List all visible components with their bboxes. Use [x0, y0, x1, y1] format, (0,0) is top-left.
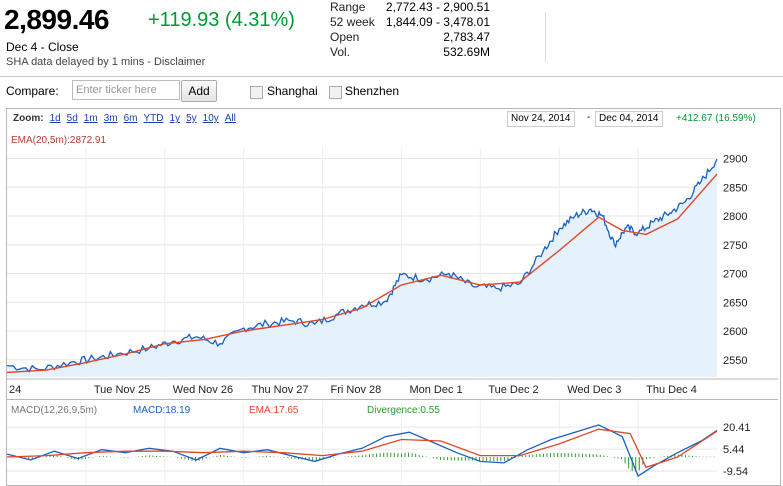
price-y-tick: 2850: [723, 182, 747, 194]
zoom-1m[interactable]: 1m: [83, 113, 98, 124]
header-divider: [545, 12, 546, 62]
price-y-tick: 2650: [723, 297, 747, 309]
price-y-axis: 2550 2600 2650 2700 2750 2800 2850 2900: [723, 154, 747, 367]
zoom-1d[interactable]: 1d: [49, 113, 61, 124]
zoom-bar: Zoom: 1d 5d 1m 3m 6m YTD 1y 5y 10y All: [13, 113, 236, 124]
macd-ema-line: [7, 428, 718, 469]
range-separator: -: [587, 112, 591, 123]
ticker-input[interactable]: [72, 80, 180, 100]
macd-value-label: MACD:18.19: [133, 405, 191, 416]
price-x-tick: 24: [9, 384, 21, 396]
shenzhen-label: Shenzhen: [345, 84, 400, 98]
price-x-tick: Tue Dec 2: [488, 384, 538, 396]
price-y-tick: 2600: [723, 326, 747, 338]
price-y-tick: 2700: [723, 269, 747, 281]
macd-chart[interactable]: 20.41 5.44 -9.54 MACD(12,26,9,5m) MACD:18.…: [7, 399, 778, 483]
macd-line: [7, 424, 718, 478]
macd-y-tick: -9.54: [723, 466, 748, 478]
range-change: +412.67 (16.59%): [676, 113, 756, 124]
macd-y-axis: 20.41 5.44 -9.54: [723, 422, 751, 478]
shenzhen-checkbox[interactable]: [329, 86, 342, 99]
price-x-tick: Tue Nov 25: [94, 384, 150, 396]
add-ticker-button[interactable]: Add: [181, 80, 217, 102]
price-x-tick: Mon Dec 1: [409, 384, 462, 396]
compare-divider: [0, 76, 783, 77]
stat-range: Range 2,772.43 - 2,900.51: [330, 0, 490, 14]
zoom-6m[interactable]: 6m: [123, 113, 138, 124]
macd-grid: [7, 401, 717, 483]
zoom-5d[interactable]: 5d: [66, 113, 78, 124]
macd-params-label: MACD(12,26,9,5m): [11, 405, 97, 416]
macd-y-tick: 20.41: [723, 422, 751, 434]
ema-label: EMA(20,5m):2872.91: [11, 135, 106, 146]
delay-disclaimer[interactable]: SHA data delayed by 1 mins - Disclaimer: [6, 56, 206, 68]
price-x-tick: Thu Dec 4: [646, 384, 697, 396]
range-end-input[interactable]: Dec 04, 2014: [595, 111, 663, 127]
price-x-tick: Wed Nov 26: [173, 384, 233, 396]
stat-volume: Vol. 532.69M: [330, 45, 490, 59]
price-change: +119.93 (4.31%): [148, 9, 295, 31]
price-area-fill: [7, 159, 717, 377]
price-x-tick: Wed Dec 3: [567, 384, 621, 396]
zoom-label: Zoom:: [13, 113, 44, 124]
price-y-tick: 2900: [723, 154, 747, 166]
range-start-input[interactable]: Nov 24, 2014: [507, 111, 575, 127]
price-x-tick: Fri Nov 28: [331, 384, 382, 396]
close-date: Dec 4 - Close: [6, 40, 79, 54]
stat-open: Open 2,783.47: [330, 30, 490, 44]
last-price: 2,899.46: [4, 4, 110, 35]
zoom-10y[interactable]: 10y: [202, 113, 219, 124]
ema-line: [7, 173, 718, 374]
shanghai-label: Shanghai: [267, 84, 318, 98]
quote-stats: Range 2,772.43 - 2,900.51 52 week 1,844.09…: [330, 0, 490, 60]
price-x-axis: 24 Tue Nov 25 Wed Nov 26 Thu Nov 27 Fri Nov …: [9, 384, 697, 396]
price-y-tick: 2750: [723, 240, 747, 252]
zoom-1y[interactable]: 1y: [169, 113, 181, 124]
macd-y-tick: 5.44: [723, 444, 744, 456]
shanghai-checkbox[interactable]: [250, 86, 263, 99]
price-chart[interactable]: 2550 2600 2650 2700 2750 2800 2850 2900 24 Tue N…: [7, 129, 778, 399]
price-y-tick: 2550: [723, 355, 747, 367]
zoom-5y[interactable]: 5y: [186, 113, 197, 124]
price-x-tick: Thu Nov 27: [252, 384, 309, 396]
macd-divergence-bars: [10, 452, 715, 472]
zoom-3m[interactable]: 3m: [103, 113, 118, 124]
macd-divergence-label: Divergence:0.55: [367, 405, 440, 416]
macd-ema-value-label: EMA:17.65: [249, 405, 299, 416]
stat-52week: 52 week 1,844.09 - 3,478.01: [330, 15, 490, 29]
zoom-ytd[interactable]: YTD: [143, 113, 164, 124]
zoom-all[interactable]: All: [224, 113, 236, 124]
compare-label: Compare:: [6, 84, 59, 98]
price-y-tick: 2800: [723, 211, 747, 223]
